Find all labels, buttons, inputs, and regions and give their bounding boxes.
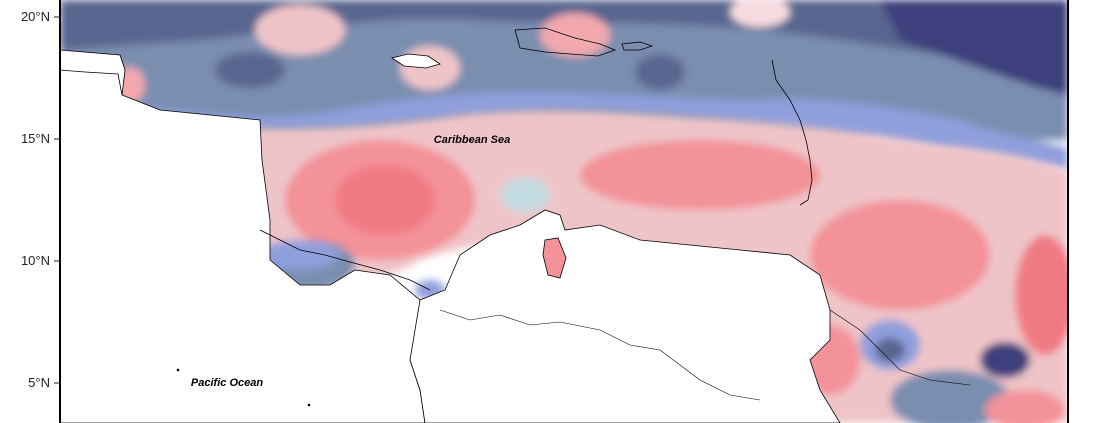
jamaica-island	[391, 53, 441, 69]
yucatan-belize-border	[60, 69, 123, 96]
south-america-landmass	[409, 209, 841, 423]
lat-label-10n: 10°N	[21, 253, 50, 268]
lake-maracaibo	[542, 237, 567, 279]
ocean-field-south	[150, 110, 1068, 423]
cocos-island-dot	[176, 368, 180, 372]
lat-label-15n: 15°N	[21, 131, 50, 146]
malpelo-island-dot	[307, 403, 311, 407]
lesser-antilles	[771, 59, 813, 206]
lat-label-20n: 20°N	[21, 9, 50, 24]
hispaniola-island	[514, 27, 617, 57]
country-borders	[439, 309, 971, 401]
panama-coast	[259, 229, 431, 291]
caribbean-sea-label: Caribbean Sea	[434, 134, 510, 146]
pacific-ocean-label: Pacific Ocean	[191, 377, 263, 389]
ocean-field-north	[60, 0, 1068, 170]
puerto-rico-island	[621, 41, 654, 51]
lat-label-5n: 5°N	[28, 375, 50, 390]
